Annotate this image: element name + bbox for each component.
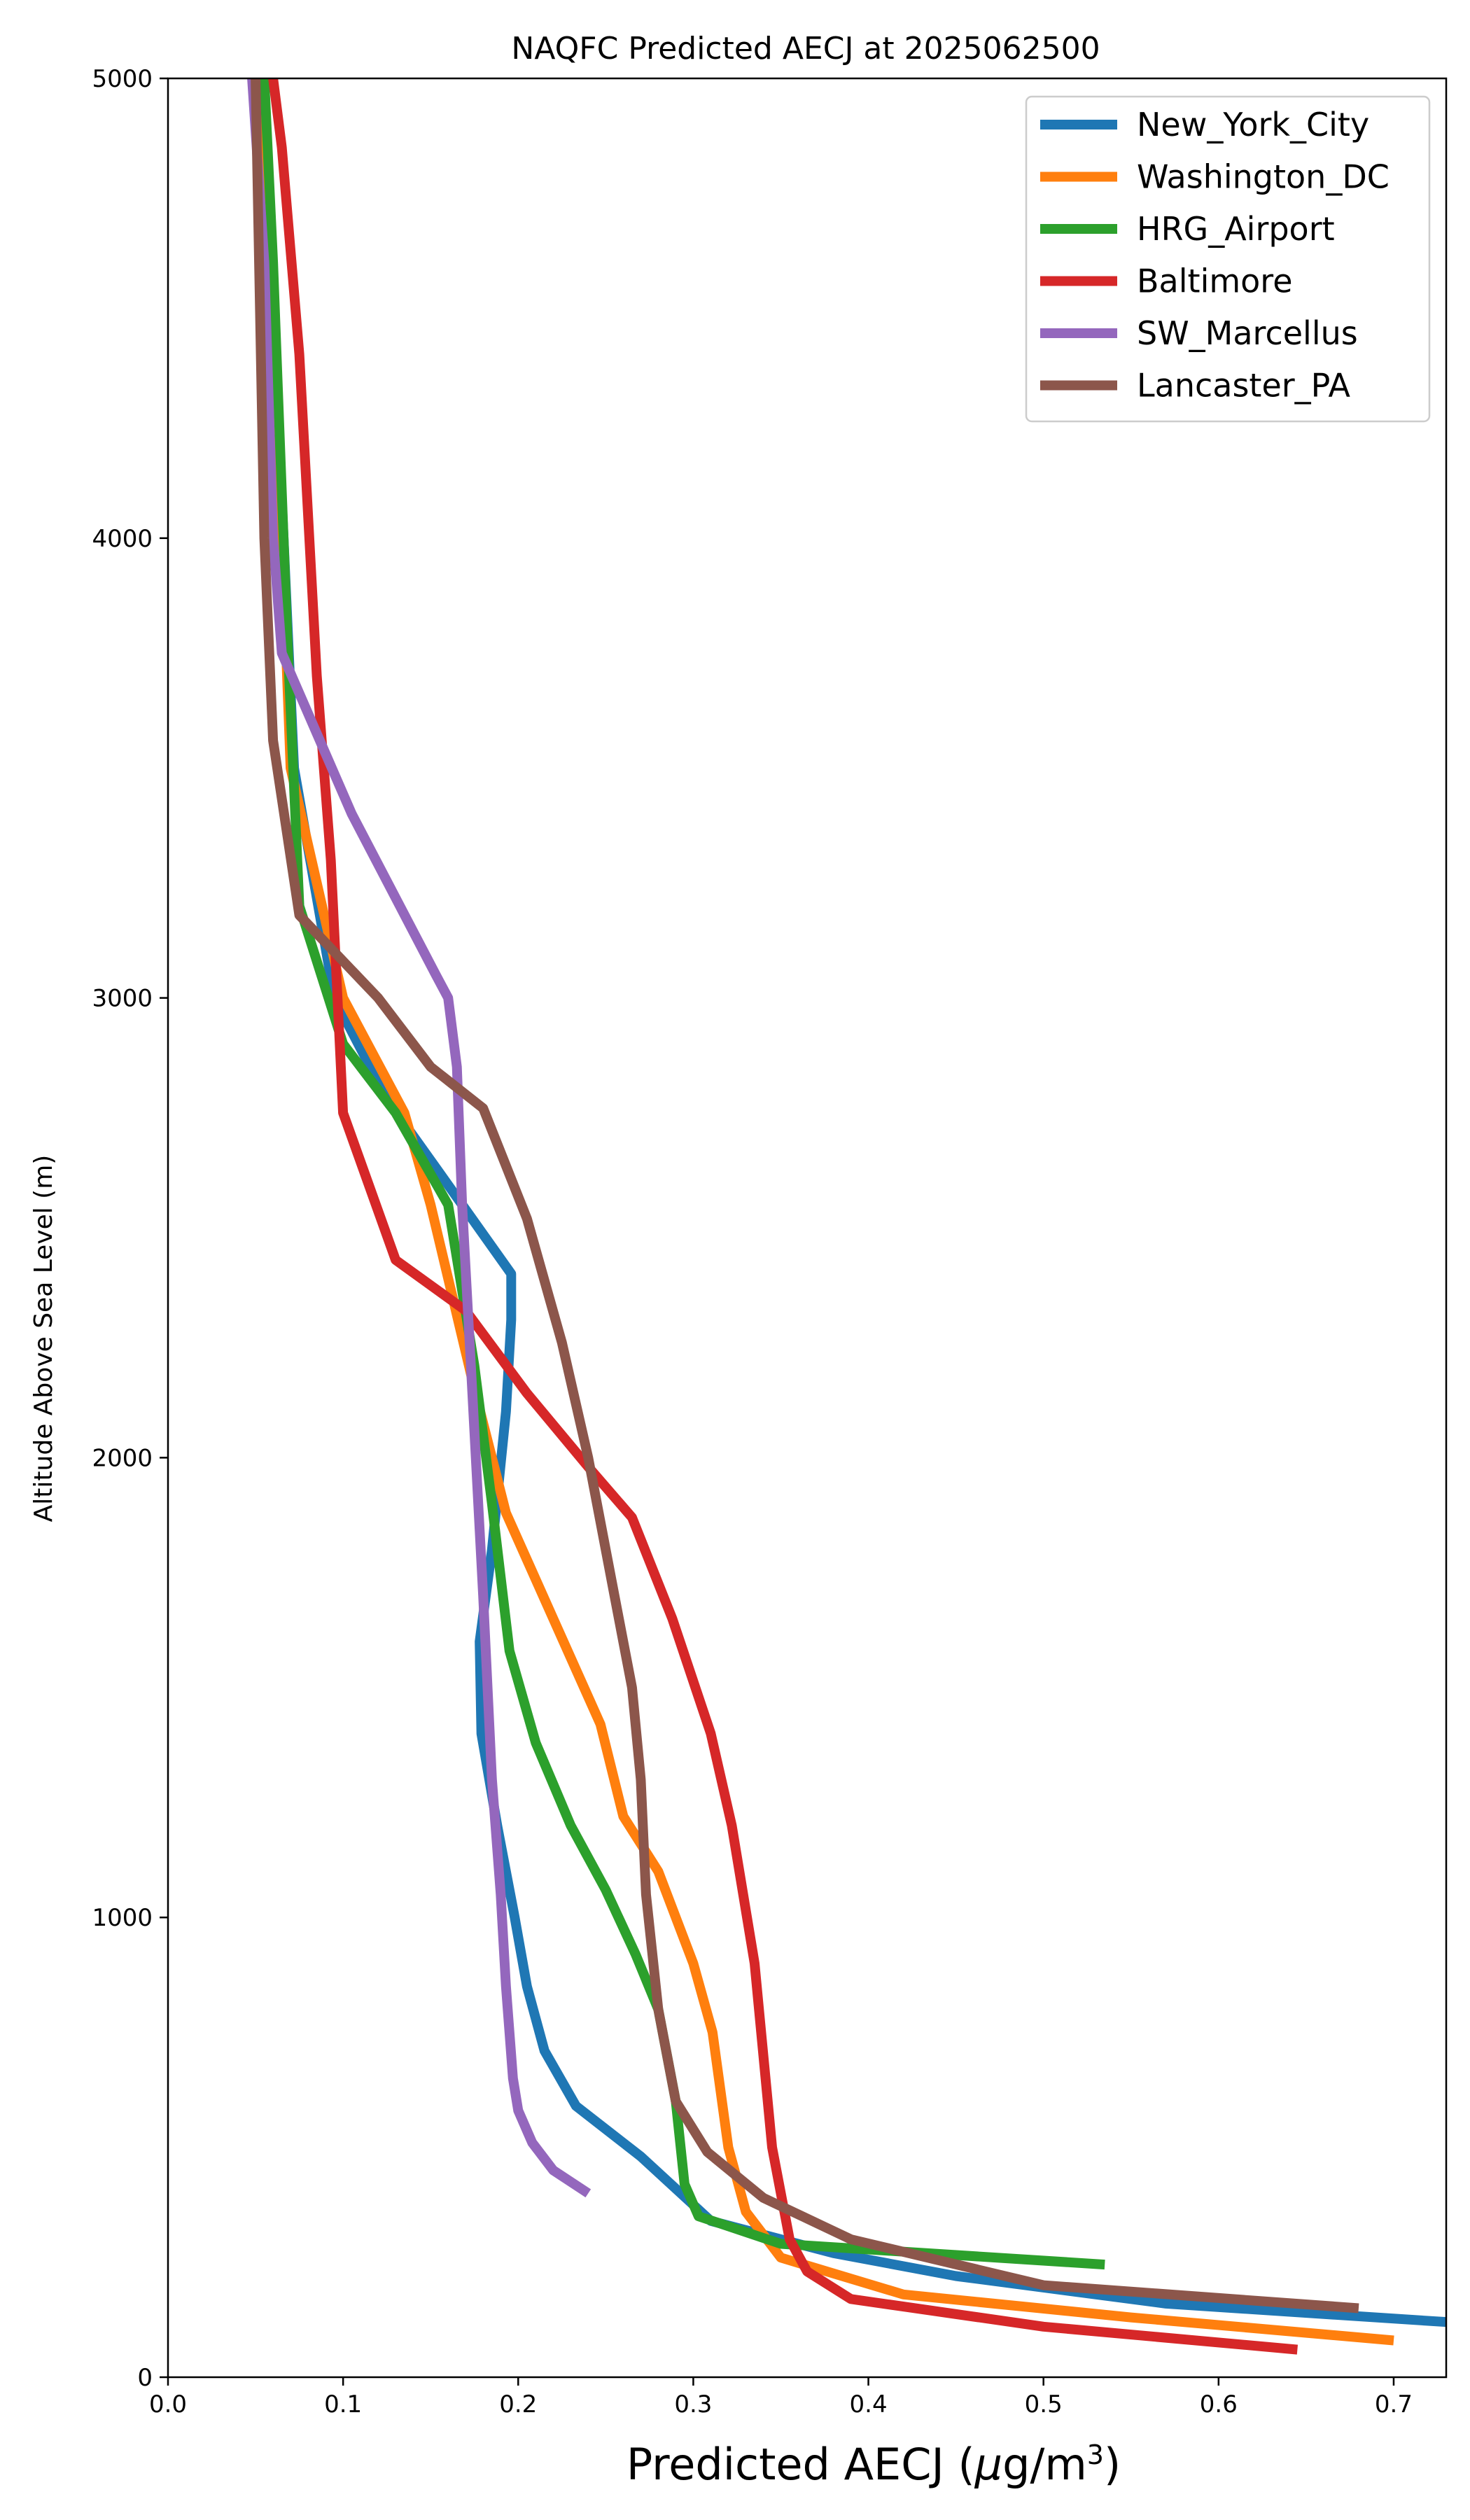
legend: New_York_City Washington_DC HRG_Airport Bal… <box>1025 95 1431 423</box>
x-axis-label-mu: μ <box>974 2439 1002 2490</box>
legend-label: New_York_City <box>1137 106 1369 144</box>
x-axis-label-unit: g/m <box>1002 2439 1087 2490</box>
y-axis-label: Altitude Above Sea Level (m) <box>29 1155 58 1522</box>
series-line-lancaster-pa <box>251 78 1359 2314</box>
plot-frame <box>167 77 1448 2379</box>
y-tick-label: 0 <box>137 2364 153 2392</box>
series-line-washington-dc <box>251 78 1394 2346</box>
y-tick-label: 2000 <box>92 1444 153 1472</box>
x-axis-label-main: Predicted AECJ ( <box>626 2439 975 2490</box>
x-tick-label: 0.3 <box>674 2390 712 2418</box>
x-tick-label: 0.0 <box>149 2390 187 2418</box>
x-tick-label: 0.6 <box>1200 2390 1238 2418</box>
x-axis-label-sup: 3 <box>1087 2440 1104 2470</box>
x-tick-label: 0.1 <box>324 2390 362 2418</box>
x-tick-label: 0.2 <box>499 2390 537 2418</box>
legend-label: HRG_Airport <box>1137 210 1335 248</box>
series-line-baltimore <box>268 78 1298 2355</box>
legend-label: Washington_DC <box>1137 158 1390 196</box>
x-tick-label: 0.5 <box>1025 2390 1063 2418</box>
x-tick-label: 0.4 <box>850 2390 888 2418</box>
legend-label: Lancaster_PA <box>1137 367 1350 405</box>
y-tick-label: 4000 <box>92 525 153 553</box>
legend-label: SW_Marcellus <box>1137 314 1358 352</box>
y-tick-label: 1000 <box>92 1904 153 1932</box>
x-axis-label: Predicted AECJ (μg/m3) <box>626 2439 1121 2490</box>
y-tick-label: 3000 <box>92 985 153 1013</box>
x-tick-label: 0.7 <box>1375 2390 1413 2418</box>
series-line-sw-marcellus <box>247 78 592 2198</box>
chart-title: NAQFC Predicted AECJ at 2025062500 <box>511 31 1100 66</box>
x-axis-label-close: ) <box>1104 2439 1121 2490</box>
y-tick-label: 5000 <box>92 65 153 93</box>
axes-layer: 0.0 0.1 0.2 0.3 0.4 0.5 0.6 0.7 0 1000 2000 3000 400… <box>92 65 1448 2418</box>
legend-label: Baltimore <box>1137 262 1293 300</box>
legend-box <box>1025 95 1431 423</box>
series-layer <box>247 78 1446 2355</box>
